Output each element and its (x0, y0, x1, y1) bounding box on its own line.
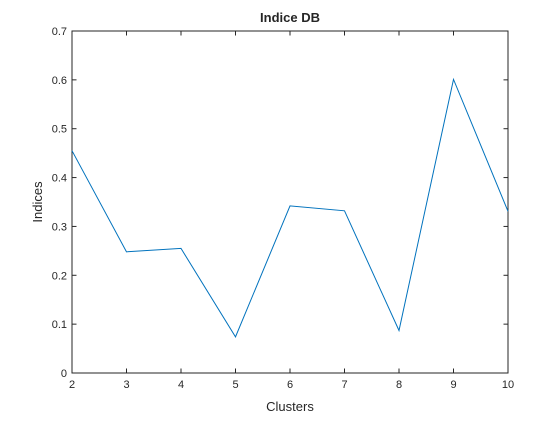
y-axis-label: Indices (30, 181, 45, 223)
x-tick-label: 6 (287, 379, 293, 391)
data-point (234, 335, 237, 338)
y-tick-label: 0.6 (52, 75, 67, 87)
data-point (398, 329, 401, 332)
data-point (452, 78, 455, 81)
data-point (507, 210, 510, 213)
x-tick-label: 9 (450, 379, 456, 391)
y-tick-label: 0.3 (52, 221, 67, 233)
axis-ticks: 2 3 4 5 6 7 8 9 10 0 0.1 0.2 0.3 0.4 0.5 0.6 0.7 (52, 26, 514, 391)
series-layer (71, 77, 510, 338)
x-tick-label: 2 (69, 379, 75, 391)
data-point (180, 247, 183, 250)
data-point (343, 209, 346, 212)
y-tick-label: 0.7 (52, 26, 67, 38)
x-axis-label: Clusters (266, 399, 314, 414)
x-tick-label: 3 (123, 379, 129, 391)
y-tick-label: 0.4 (52, 173, 67, 185)
series-line-0 (71, 77, 509, 338)
data-point (125, 250, 128, 253)
x-tick-label: 4 (178, 379, 184, 391)
x-tick-label: 7 (341, 379, 347, 391)
data-point (289, 204, 292, 207)
chart-title: Indice DB (260, 10, 320, 25)
y-tick-label: 0 (61, 368, 67, 380)
y-tick-label: 0.5 (52, 124, 67, 136)
data-point (71, 149, 74, 152)
x-tick-label: 5 (232, 379, 238, 391)
y-tick-label: 0.2 (52, 270, 67, 282)
y-tick-label: 0.1 (52, 319, 67, 331)
plot-area-frame (71, 30, 509, 374)
x-tick-label: 8 (396, 379, 402, 391)
x-tick-label: 10 (502, 379, 514, 391)
